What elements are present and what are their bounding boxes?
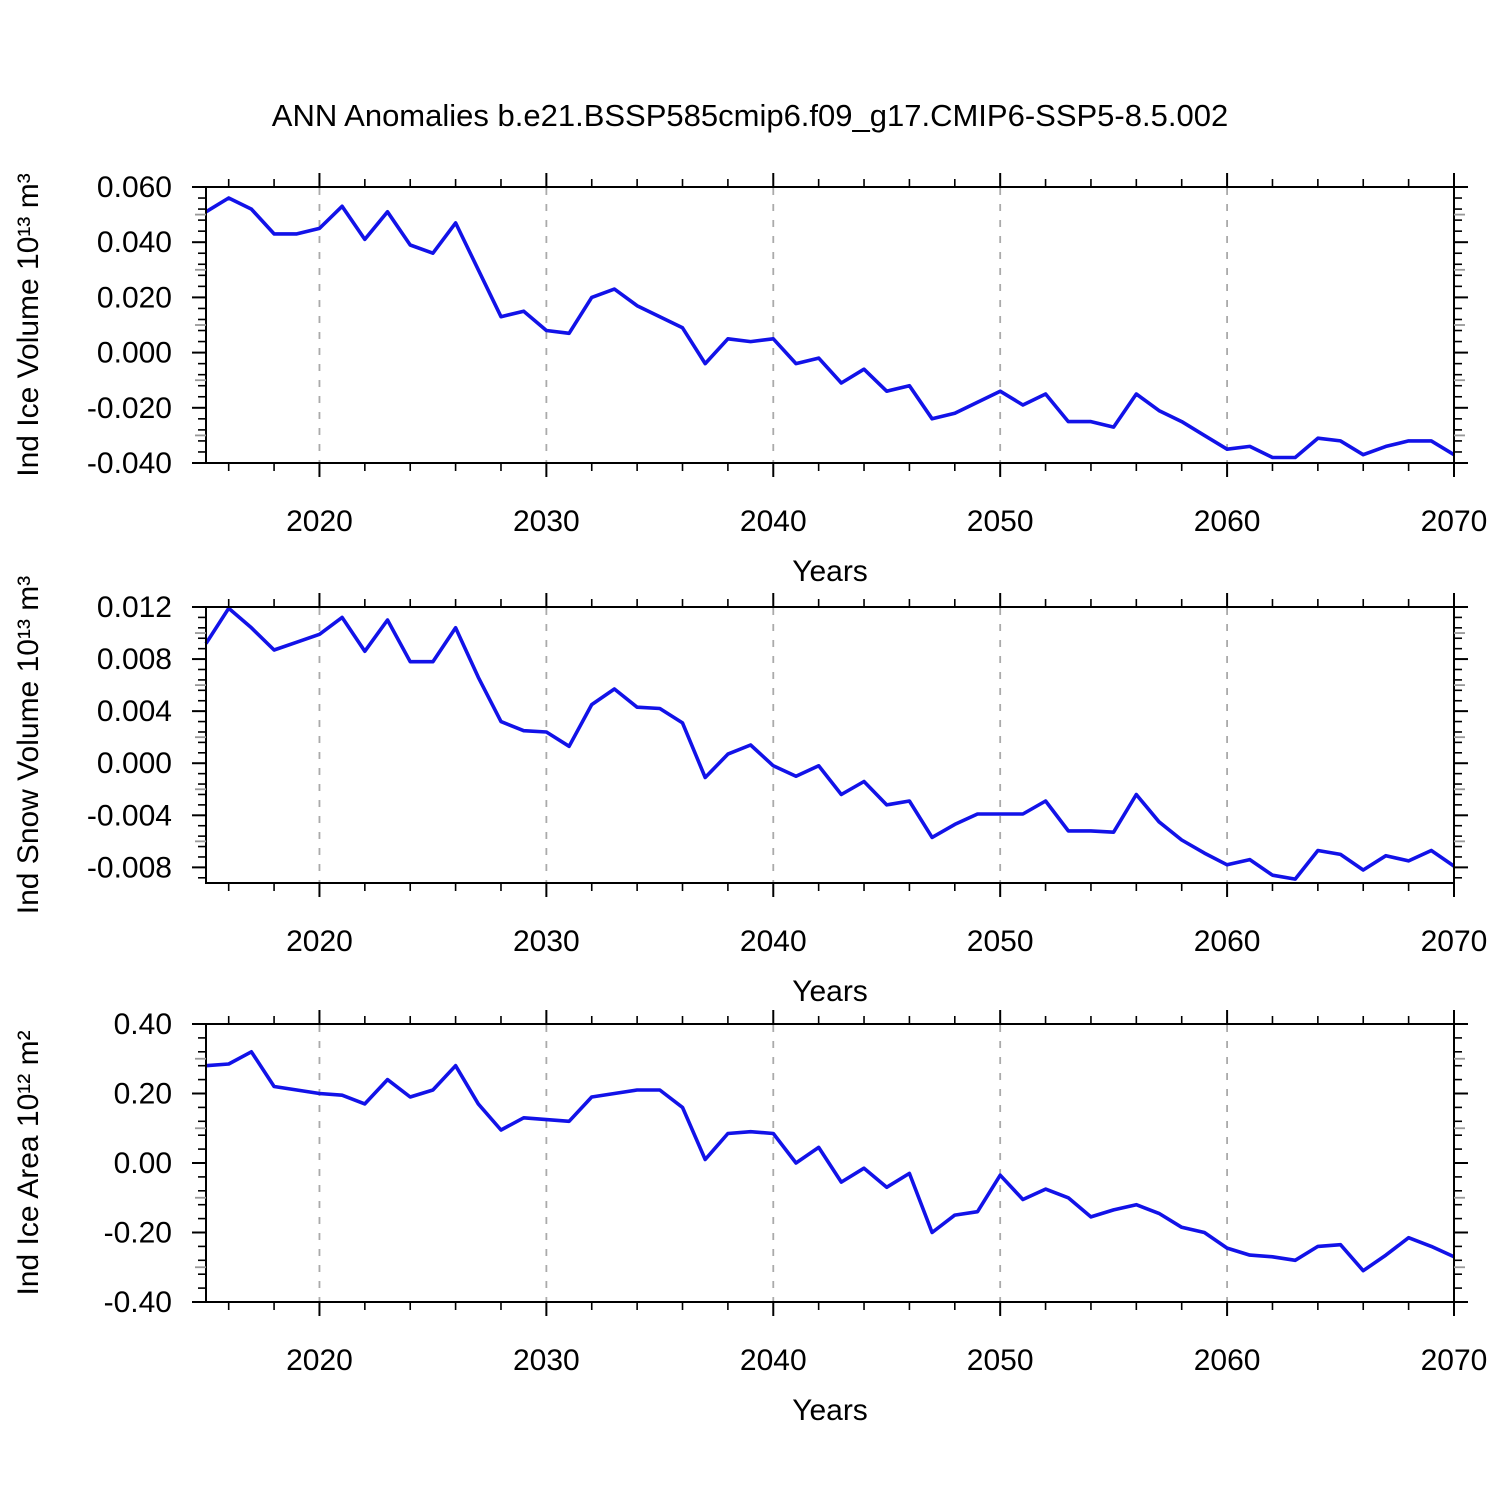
y-tick-label: -0.020 [87, 392, 172, 425]
ind-snow-volume-y-axis-title: Ind Snow Volume 10¹³ m³ [12, 576, 45, 914]
x-tick-label: 2040 [740, 925, 807, 958]
y-tick-label: 0.012 [97, 591, 172, 624]
y-tick-label: -0.008 [87, 851, 172, 884]
y-tick-label: -0.040 [87, 447, 172, 480]
chart-title: ANN Anomalies b.e21.BSSP585cmip6.f09_g17… [271, 98, 1229, 133]
y-tick-label: 0.040 [97, 226, 172, 259]
plot-border [205, 606, 1455, 884]
y-tick-label: -0.20 [104, 1217, 172, 1250]
x-tick-label: 2020 [286, 505, 353, 538]
y-tick-label: 0.008 [97, 643, 172, 676]
ind-ice-area-panel: 2020 2030 2040 2050 2060 2070 0.40 0.20 0.00 -0.2… [12, 1008, 1487, 1427]
ticks: 2020 2030 2040 2050 2060 2070 0.060 0.040 0.020 0… [87, 171, 1487, 538]
y-tick-label: 0.000 [97, 337, 172, 370]
x-tick-label: 2040 [740, 1344, 807, 1377]
ind-ice-volume-x-axis-title: Years [792, 555, 868, 588]
ind-snow-volume-line [204, 606, 1456, 881]
x-tick-label: 2070 [1421, 505, 1488, 538]
x-tick-label: 2050 [967, 925, 1034, 958]
y-tick-label: 0.00 [114, 1147, 172, 1180]
ind-ice-volume-panel: 2020 2030 2040 2050 2060 2070 0.060 0.040 0.020 0… [12, 171, 1487, 588]
x-tick-label: 2070 [1421, 925, 1488, 958]
x-tick-label: 2040 [740, 505, 807, 538]
ticks: 2020 2030 2040 2050 2060 2070 0.40 0.20 0.00 -0.2… [104, 1008, 1488, 1377]
x-tick-label: 2020 [286, 925, 353, 958]
x-tick-label: 2060 [1194, 505, 1261, 538]
ind-ice-volume-line [205, 196, 1455, 460]
x-tick-label: 2030 [513, 925, 580, 958]
ind-ice-area-line [205, 1050, 1455, 1273]
x-tick-label: 2060 [1194, 1344, 1261, 1377]
x-tick-label: 2050 [967, 505, 1034, 538]
x-tick-label: 2030 [513, 505, 580, 538]
ticks: 2020 2030 2040 2050 2060 2070 0.012 0.008 0.004 0… [87, 591, 1487, 958]
y-tick-label: 0.20 [114, 1078, 172, 1111]
x-tick-label: 2030 [513, 1344, 580, 1377]
x-tick-label: 2020 [286, 1344, 353, 1377]
y-tick-label: -0.40 [104, 1286, 172, 1319]
plot-border [205, 186, 1455, 464]
ind-snow-volume-panel: 2020 2030 2040 2050 2060 2070 0.012 0.008 0.004 0… [12, 576, 1487, 1008]
y-tick-label: 0.000 [97, 747, 172, 780]
y-tick-label: 0.060 [97, 171, 172, 204]
x-tick-label: 2060 [1194, 925, 1261, 958]
ind-snow-volume-x-axis-title: Years [792, 975, 868, 1008]
x-tick-label: 2050 [967, 1344, 1034, 1377]
y-tick-label: 0.020 [97, 281, 172, 314]
ind-ice-area-y-axis-title: Ind Ice Area 10¹² m² [12, 1030, 45, 1295]
y-tick-label: 0.40 [114, 1008, 172, 1041]
y-tick-label: -0.004 [87, 799, 172, 832]
x-tick-label: 2070 [1421, 1344, 1488, 1377]
ind-ice-volume-y-axis-title: Ind Ice Volume 10¹³ m³ [12, 173, 45, 476]
ind-ice-area-x-axis-title: Years [792, 1394, 868, 1427]
y-tick-label: 0.004 [97, 695, 172, 728]
